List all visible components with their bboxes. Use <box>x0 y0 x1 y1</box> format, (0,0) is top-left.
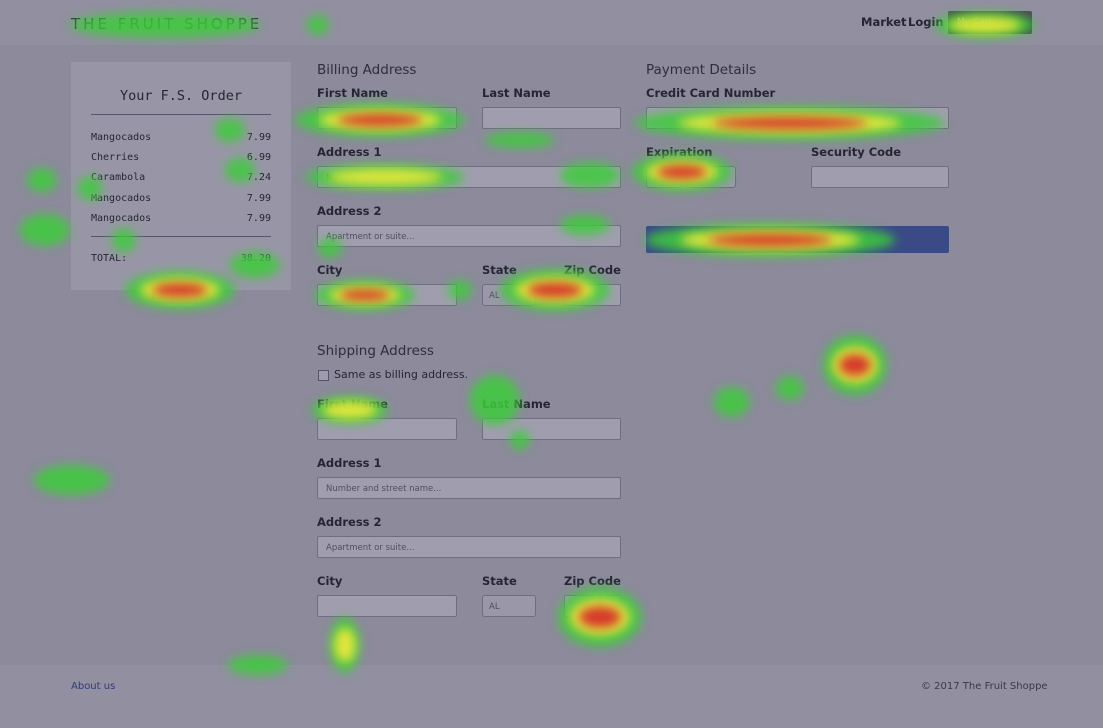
expiration-label: Expiration <box>646 145 713 159</box>
heat-blob <box>776 376 804 400</box>
heat-blob <box>34 465 110 495</box>
address2-input[interactable]: Apartment or suite... <box>317 536 621 558</box>
state-label: State <box>482 574 517 588</box>
zip-input[interactable] <box>564 284 621 306</box>
city-label: City <box>317 574 343 588</box>
heat-blob <box>27 168 57 192</box>
address1-input[interactable]: Number and street name... <box>317 477 621 499</box>
zip-input[interactable] <box>564 595 621 617</box>
item-price: 7.99 <box>246 132 271 143</box>
heat-blob <box>831 346 879 384</box>
state-select[interactable]: AL <box>482 284 536 306</box>
last-name-label: Last Name <box>482 86 551 100</box>
zip-label: Zip Code <box>564 263 621 277</box>
card-label: Credit Card Number <box>646 86 776 100</box>
last-name-input[interactable] <box>482 418 621 440</box>
checkbox[interactable] <box>318 370 329 381</box>
zip-label: Zip Code <box>564 574 621 588</box>
item-name: Carambola <box>91 172 146 184</box>
address1-input[interactable]: Number and street name... <box>317 166 621 188</box>
address2-label: Address 2 <box>317 204 382 218</box>
order-title: Your F.S. Order <box>120 88 242 104</box>
heat-blob <box>714 387 750 417</box>
card-input[interactable] <box>646 107 949 129</box>
exp-year[interactable]: 2017 <box>686 166 736 188</box>
divider <box>91 114 271 115</box>
edit-order[interactable]: Edit order <box>150 291 212 302</box>
billing-title: Billing Address <box>317 62 417 78</box>
first-name-input[interactable] <box>317 107 457 129</box>
address2-label: Address 2 <box>317 515 382 529</box>
state-label: State <box>482 263 517 277</box>
first-name-label: First Name <box>317 86 388 100</box>
item-price: 6.99 <box>246 152 271 164</box>
item-name: Mangocados <box>91 192 152 204</box>
first-name-label: First Name <box>317 397 388 411</box>
last-name-input[interactable] <box>482 107 621 129</box>
exp-month[interactable]: 1 <box>646 166 682 188</box>
security-input[interactable] <box>811 166 949 188</box>
heat-blob <box>334 627 356 663</box>
footer <box>0 665 1103 728</box>
payment-title: Payment Details <box>646 62 757 78</box>
divider <box>91 236 271 237</box>
item-name: Cherries <box>91 152 140 164</box>
item-price: 7.99 <box>246 192 271 204</box>
city-input[interactable] <box>317 284 457 306</box>
shipping-title: Shipping Address <box>317 343 434 359</box>
heat-blob <box>823 335 887 395</box>
nav-market[interactable]: Market <box>861 15 907 29</box>
about-link[interactable]: About us <box>71 681 116 692</box>
last-name-label: Last Name <box>482 397 551 411</box>
heat-blob <box>839 354 871 376</box>
state-select[interactable]: AL <box>482 595 536 617</box>
first-name-input[interactable] <box>317 418 457 440</box>
copyright: © 2017 The Fruit Shoppe <box>921 681 1048 692</box>
security-label: Security Code <box>811 145 902 159</box>
total-value: 38.20 <box>240 253 271 264</box>
item-price: 7.24 <box>246 172 271 184</box>
item-name: Mangocados <box>91 212 152 224</box>
address1-label: Address 1 <box>317 145 382 159</box>
city-input[interactable] <box>317 595 457 617</box>
item-name: Mangocados <box>91 132 152 143</box>
brand[interactable]: THE FRUIT SHOPPE <box>71 15 263 33</box>
address2-input[interactable]: Apartment or suite... <box>317 225 621 247</box>
same-as-billing[interactable]: Same as billing address. <box>334 368 469 381</box>
purchase-button[interactable]: Purchase <box>646 226 949 253</box>
nav-cart[interactable]: My Cart <box>948 11 1032 34</box>
item-price: 7.99 <box>246 212 271 224</box>
nav-login[interactable]: Login <box>908 15 944 29</box>
heat-blob <box>20 214 70 246</box>
address1-label: Address 1 <box>317 456 382 470</box>
total-label: TOTAL: <box>91 253 128 264</box>
heat-blob <box>485 132 555 148</box>
city-label: City <box>317 263 343 277</box>
